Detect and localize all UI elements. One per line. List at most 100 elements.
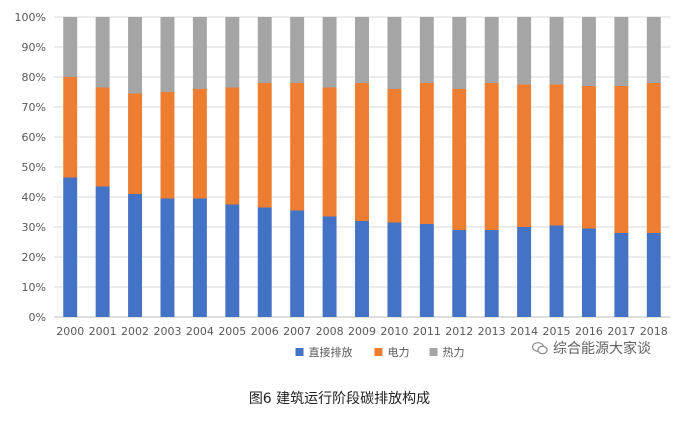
legend-swatch (295, 348, 304, 356)
bar-segment (257, 83, 272, 208)
x-tick-label: 2014 (510, 325, 538, 338)
x-tick-label: 2013 (478, 325, 506, 338)
y-tick-label: 0% (29, 311, 46, 324)
bar-segment (549, 17, 564, 85)
bar-segment (95, 87, 110, 187)
x-tick-label: 2009 (348, 325, 376, 338)
bar-segment (484, 230, 499, 317)
bar-segment (290, 83, 305, 211)
x-tick-label: 2001 (89, 325, 117, 338)
legend-label: 直接排放 (309, 345, 353, 359)
bar-segment (517, 84, 532, 227)
bar-segment (290, 17, 305, 83)
x-tick-label: 2012 (445, 325, 473, 338)
watermark: 综合能源大家谈 (532, 338, 651, 358)
bar-segment (225, 204, 240, 317)
x-tick-label: 2018 (640, 325, 668, 338)
bar-segment (160, 17, 175, 92)
bar-segment (581, 17, 596, 86)
bar-segment (128, 93, 143, 194)
y-tick-label: 50% (22, 161, 46, 174)
x-tick-label: 2010 (380, 325, 408, 338)
x-tick-label: 2011 (413, 325, 441, 338)
bars (63, 17, 661, 317)
bar-segment (128, 17, 143, 94)
bar-segment (63, 177, 78, 317)
bar-segment (128, 194, 143, 317)
bar-segment (581, 228, 596, 317)
bar-segment (322, 87, 337, 217)
x-tick-label: 2005 (218, 325, 246, 338)
bar-segment (322, 216, 337, 317)
bar-segment (355, 221, 369, 317)
bar-segment (646, 17, 661, 83)
y-tick-label: 10% (22, 281, 46, 294)
x-tick-label: 2008 (316, 325, 344, 338)
bar-segment (63, 17, 78, 77)
bar-segment (95, 17, 110, 88)
x-tick-label: 2000 (56, 325, 84, 338)
x-tick-label: 2007 (283, 325, 311, 338)
legend-label: 电力 (388, 346, 410, 359)
bar-segment (192, 89, 207, 199)
wechat-icon (532, 341, 548, 354)
bar-segment (614, 86, 629, 233)
bar-segment (257, 207, 272, 317)
y-tick-label: 20% (22, 251, 46, 264)
bar-segment (160, 92, 175, 199)
bar-segment (452, 230, 467, 317)
bar-segment (419, 17, 434, 83)
legend-swatch (429, 348, 438, 356)
bar-segment (290, 210, 305, 317)
bar-segment (517, 17, 532, 85)
bar-segment (225, 87, 240, 205)
x-tick-label: 2017 (607, 325, 635, 338)
bar-segment (63, 77, 78, 178)
bar-segment (517, 227, 532, 317)
bar-segment (419, 83, 434, 224)
bar-segment (387, 222, 402, 317)
bar-segment (160, 198, 175, 317)
bar-segment (484, 17, 499, 83)
bar-segment (95, 186, 110, 317)
x-tick-label: 2004 (186, 325, 214, 338)
y-tick-label: 60% (22, 131, 46, 144)
stacked-bar-chart: 0%10%20%30%40%50%60%70%80%90%100% 2000 20… (15, 11, 670, 359)
bar-segment (355, 83, 369, 221)
y-tick-label: 90% (22, 41, 46, 54)
bar-segment (419, 224, 434, 317)
x-tick-label: 2006 (251, 325, 279, 338)
bar-segment (192, 198, 207, 317)
legend: 直接排放 电力 热力 (295, 345, 465, 359)
bar-segment (355, 17, 369, 83)
bar-segment (581, 86, 596, 229)
bar-segment (614, 233, 629, 317)
bar-segment (646, 233, 661, 317)
legend-label: 热力 (443, 346, 465, 359)
x-tick-label: 2002 (121, 325, 149, 338)
bar-segment (452, 89, 467, 230)
legend-swatch (374, 348, 383, 356)
y-tick-label: 30% (22, 221, 46, 234)
bar-segment (387, 89, 402, 223)
bar-segment (257, 17, 272, 83)
x-tick-label: 2016 (575, 325, 603, 338)
y-tick-label: 80% (22, 71, 46, 84)
figure-caption: 图6 建筑运行阶段碳排放构成 (248, 391, 431, 407)
y-tick-label: 40% (22, 191, 46, 204)
bar-segment (614, 17, 629, 86)
bar-segment (484, 83, 499, 230)
bar-segment (549, 225, 564, 317)
y-tick-label: 70% (22, 101, 46, 114)
y-tick-label: 100% (15, 11, 46, 24)
bar-segment (646, 83, 661, 233)
bar-segment (387, 17, 402, 89)
bar-segment (225, 17, 240, 88)
bar-segment (452, 17, 467, 89)
bar-segment (192, 17, 207, 89)
bar-segment (549, 84, 564, 226)
bar-segment (322, 17, 337, 88)
x-tick-label: 2003 (153, 325, 181, 338)
watermark-text: 综合能源大家谈 (553, 341, 651, 357)
x-axis: 2000 2001 2002 2003 2004 2005 2006 2007 2008 2009… (56, 325, 668, 338)
